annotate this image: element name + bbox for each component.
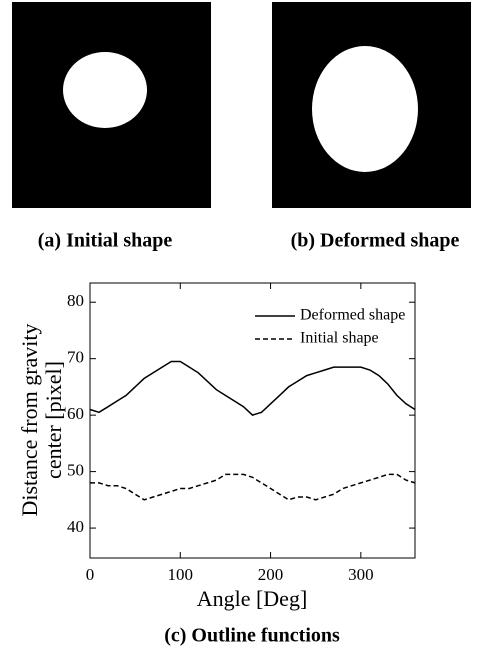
legend-label: Initial shape xyxy=(300,330,379,347)
x-tick-label: 100 xyxy=(168,565,194,584)
deformed-blob xyxy=(312,46,418,172)
plot-frame xyxy=(90,283,415,558)
y-tick-label: 80 xyxy=(67,291,84,310)
y-tick-label: 70 xyxy=(67,348,84,367)
x-tick-label: 0 xyxy=(86,565,95,584)
y-axis-title: center [pixel] xyxy=(41,361,66,479)
series-line xyxy=(90,474,415,499)
legend-label: Deformed shape xyxy=(300,307,405,324)
y-tick-label: 60 xyxy=(67,404,84,423)
y-tick-label: 50 xyxy=(67,461,84,480)
series-line xyxy=(90,362,415,416)
caption-a: (a) Initial shape xyxy=(38,230,173,252)
x-tick-label: 200 xyxy=(258,565,284,584)
y-axis-title: Distance from gravity xyxy=(17,323,42,516)
x-axis-title: Angle [Deg] xyxy=(197,586,308,611)
x-tick-label: 300 xyxy=(348,565,374,584)
y-tick-label: 40 xyxy=(67,517,84,536)
initial-blob xyxy=(63,52,147,128)
caption-b: (b) Deformed shape xyxy=(291,230,460,252)
caption-c: (c) Outline functions xyxy=(164,625,340,647)
figure: (a) Initial shape (b) Deformed shape (c)… xyxy=(0,0,487,657)
